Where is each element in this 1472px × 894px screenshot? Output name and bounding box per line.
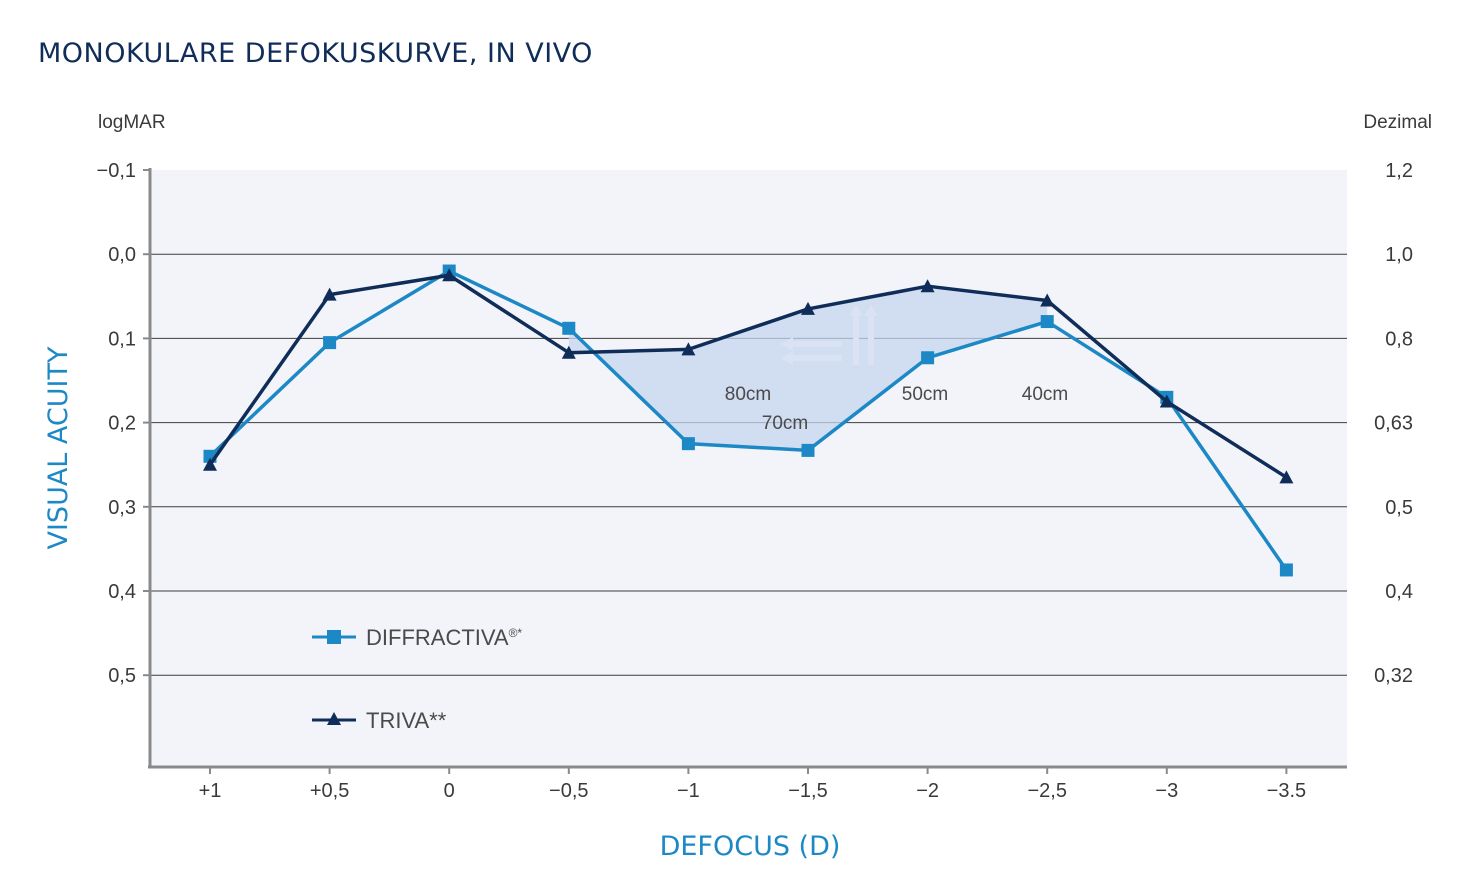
- data-point-triangle: [1040, 293, 1055, 307]
- data-point-triangle: [1159, 394, 1174, 408]
- up-arrow-head-icon: [849, 305, 863, 316]
- x-tick-label: −1: [677, 780, 700, 802]
- y-tick-label: 0,1: [108, 328, 136, 350]
- x-tick-label: −1,5: [788, 780, 827, 802]
- plot-area: [150, 170, 1347, 767]
- y-tick-label: 0,2: [108, 413, 136, 435]
- annotation-80cm: 80cm: [725, 384, 771, 405]
- x-tick-label: −0,5: [549, 780, 588, 802]
- legend-label-diffractiva-text: DIFFRACTIVA: [366, 625, 509, 650]
- data-point-triangle: [1279, 470, 1294, 484]
- legend-label-diffractiva: DIFFRACTIVA®*: [366, 625, 522, 650]
- right-tick-label: 0,5: [1385, 497, 1413, 519]
- axis-ticks: −0,1 1,2 0,0 1,0 0,1 0,8 0,2 0,63 0,3 0,5 0,4 0,4 0,…: [97, 160, 1413, 802]
- y-tick-label: 0,5: [108, 665, 136, 687]
- data-point-square: [921, 351, 935, 365]
- progress-arrows: [781, 305, 878, 365]
- right-tick-label: 1,2: [1385, 160, 1413, 182]
- legend-label-triva: TRIVA**: [366, 708, 447, 733]
- series-group: [203, 264, 1294, 577]
- left-arrow-head-icon: [781, 351, 793, 365]
- x-tick-label: −3: [1155, 780, 1178, 802]
- annotation-50cm: 50cm: [902, 384, 948, 405]
- y-tick-label: −0,1: [97, 160, 136, 182]
- y-tick-label: 0,3: [108, 497, 136, 519]
- data-point-square: [323, 336, 337, 350]
- series-line-diffractiva: [208, 269, 1288, 571]
- legend-label-diffractiva-sup: ®*: [509, 626, 523, 640]
- chart-title: MONOKULARE DEFOKUSKURVE, IN VIVO: [38, 38, 593, 69]
- legend-marker-square-icon: [327, 630, 341, 644]
- data-point-square: [1279, 563, 1293, 577]
- x-tick-label: 0: [444, 780, 455, 802]
- right-tick-label: 0,32: [1374, 665, 1413, 687]
- data-point-square: [562, 321, 576, 335]
- data-point-triangle: [322, 287, 337, 301]
- x-tick-label: +0,5: [310, 780, 349, 802]
- y-tick-label: 0,0: [108, 244, 136, 266]
- left-arrow-icon: [790, 341, 842, 347]
- data-point-triangle: [801, 301, 815, 315]
- data-point-square: [801, 443, 815, 457]
- data-point-triangle: [920, 279, 935, 293]
- right-tick-label: 1,0: [1385, 244, 1413, 266]
- x-tick-label: −2,5: [1027, 780, 1066, 802]
- left-arrow-head-icon: [781, 337, 793, 351]
- left-arrow-icon: [790, 355, 842, 361]
- x-tick-label: +1: [199, 780, 222, 802]
- data-point-triangle: [203, 457, 217, 471]
- up-arrow-icon: [868, 313, 874, 365]
- range-shade: [568, 286, 1048, 451]
- right-tick-label: 0,4: [1385, 581, 1413, 603]
- left-unit-label: logMAR: [98, 112, 166, 133]
- x-tick-label: −2: [916, 780, 939, 802]
- data-point-triangle: [681, 342, 696, 356]
- y-tick-label: 0,4: [108, 581, 136, 603]
- x-axis-title: DEFOCUS (D): [660, 831, 841, 862]
- right-tick-label: 0,8: [1385, 328, 1413, 350]
- y-axis-title: VISUAL ACUITY: [43, 346, 74, 549]
- data-point-triangle: [561, 345, 576, 359]
- series-line-triva: [208, 273, 1288, 479]
- up-arrow-icon: [853, 313, 859, 365]
- legend: DIFFRACTIVA®* TRIVA**: [312, 625, 522, 733]
- data-point-square: [1040, 315, 1054, 329]
- up-arrow-head-icon: [864, 305, 878, 316]
- legend-marker-triangle-icon: [327, 712, 341, 725]
- annotation-40cm: 40cm: [1022, 384, 1068, 405]
- data-point-square: [681, 437, 695, 451]
- right-tick-label: 0,63: [1374, 413, 1413, 435]
- data-point-triangle: [442, 268, 457, 282]
- annotation-70cm: 70cm: [762, 413, 808, 434]
- x-tick-label: −3.5: [1267, 780, 1306, 802]
- right-unit-label: Dezimal: [1363, 112, 1432, 133]
